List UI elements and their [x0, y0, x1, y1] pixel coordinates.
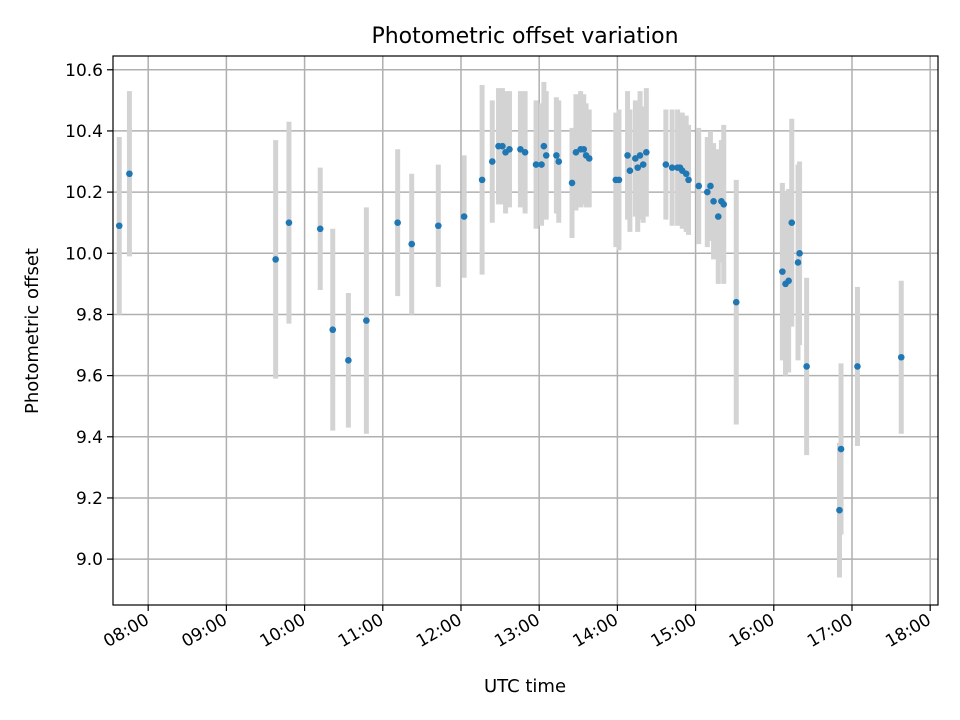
data-point: [836, 506, 843, 514]
data-point: [538, 161, 545, 168]
data-point: [897, 353, 905, 361]
data-point: [634, 164, 642, 171]
y-tick-label: 9.2: [76, 489, 103, 509]
data-point: [285, 219, 293, 226]
data-point: [732, 298, 740, 306]
data-point: [788, 219, 796, 226]
data-point: [499, 142, 506, 150]
y-tick-label: 9.8: [76, 305, 103, 325]
data-point: [794, 259, 802, 266]
data-point: [572, 149, 580, 156]
data-point: [779, 268, 786, 275]
data-point: [363, 317, 370, 324]
data-point: [316, 225, 324, 233]
data-point: [555, 158, 563, 165]
data-point: [720, 201, 728, 208]
data-point: [854, 363, 861, 370]
data-point: [837, 445, 845, 453]
data-points: [115, 142, 905, 514]
data-point: [626, 167, 634, 174]
data-point: [115, 222, 123, 230]
y-tick-label: 9.0: [76, 550, 103, 570]
data-point: [580, 145, 588, 153]
data-point: [329, 326, 337, 334]
data-point: [408, 240, 416, 248]
chart-title: Photometric offset variation: [371, 24, 678, 49]
data-point: [345, 357, 352, 364]
data-point: [710, 197, 717, 205]
data-point: [639, 161, 647, 168]
data-point: [707, 182, 714, 190]
data-point: [521, 149, 529, 156]
grid: [113, 56, 938, 605]
y-tick-label: 10.0: [65, 244, 103, 264]
data-point: [704, 188, 711, 196]
data-point: [785, 277, 792, 285]
x-axis-label: UTC time: [484, 676, 566, 697]
y-axis-label: Photometric offset: [22, 248, 43, 414]
data-point: [643, 149, 650, 156]
y-tick-label: 10.6: [65, 61, 103, 81]
data-point: [532, 161, 540, 168]
data-point: [394, 219, 401, 226]
data-point: [624, 152, 631, 159]
data-point: [553, 152, 560, 159]
data-point: [568, 179, 576, 187]
data-point: [668, 164, 676, 171]
data-point: [682, 170, 690, 178]
y-axis-ticks: 9.0 9.2 9.4 9.6 9.8 10.0 10.2 10.4 10.6: [65, 61, 113, 570]
data-point: [585, 155, 593, 162]
data-point: [126, 170, 133, 178]
data-point: [460, 213, 468, 220]
y-tick-label: 10.2: [65, 183, 103, 203]
data-point: [615, 176, 623, 184]
data-point: [478, 176, 486, 184]
data-point: [796, 249, 803, 257]
y-tick-label: 9.4: [76, 428, 103, 448]
y-tick-label: 10.4: [65, 122, 103, 142]
data-point: [540, 142, 548, 150]
data-point: [636, 152, 644, 159]
data-point: [506, 145, 513, 153]
data-point: [517, 145, 524, 153]
data-point: [695, 182, 703, 190]
data-point: [435, 222, 442, 230]
data-point: [803, 363, 810, 370]
y-tick-label: 9.6: [76, 367, 103, 387]
data-point: [632, 155, 639, 162]
data-point: [714, 213, 722, 220]
plot-frame: [112, 55, 939, 606]
data-point: [272, 256, 279, 263]
data-point: [685, 176, 692, 184]
data-point: [542, 152, 550, 159]
data-point: [662, 161, 670, 168]
data-point: [488, 158, 496, 165]
